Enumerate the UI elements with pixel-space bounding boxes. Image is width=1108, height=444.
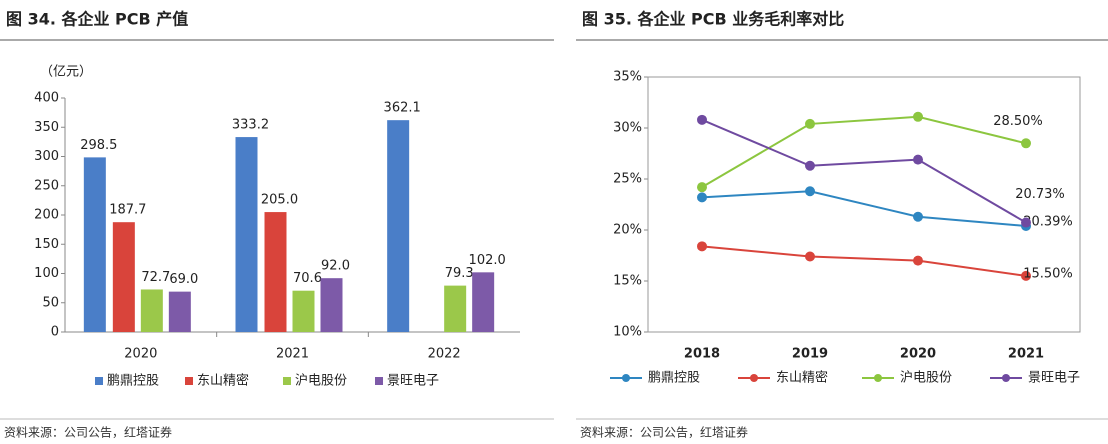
legend-swatch: [375, 377, 383, 385]
point: [1021, 270, 1031, 281]
y-tick-label: 20%: [613, 223, 642, 238]
point: [805, 118, 815, 129]
point: [805, 251, 815, 262]
y-tick-label: 100: [34, 266, 59, 281]
bar: [387, 120, 410, 332]
point: [697, 182, 707, 193]
x-tick-label: 2020: [124, 347, 157, 362]
point: [697, 241, 707, 252]
chart-title: 图 34. 各企业 PCB 产值: [6, 10, 188, 29]
legend-marker: [622, 374, 630, 382]
bar: [292, 290, 315, 332]
point: [805, 186, 815, 197]
legend-marker: [750, 374, 758, 382]
y-tick-label: 200: [34, 208, 59, 223]
point: [913, 154, 923, 165]
x-tick-label: 2018: [684, 347, 720, 362]
y-tick-label: 25%: [613, 172, 642, 187]
point: [1021, 217, 1031, 228]
bar: [472, 272, 495, 332]
unit-label: （亿元）: [40, 65, 92, 80]
y-tick-label: 50: [42, 295, 59, 310]
point: [697, 192, 707, 203]
legend-label: 鹏鼎控股: [107, 374, 159, 389]
data-label: 79.3: [445, 266, 474, 281]
y-tick-label: 400: [34, 91, 59, 106]
data-label: 20.73%: [1015, 187, 1065, 202]
legend-marker: [1002, 374, 1010, 382]
line: [701, 190, 1027, 228]
line: [701, 115, 1027, 189]
legend-label: 沪电股份: [295, 373, 347, 389]
data-label: 362.1: [384, 101, 421, 116]
legend-label: 沪电股份: [900, 370, 952, 386]
legend-label: 鹏鼎控股: [648, 371, 700, 386]
bar: [235, 137, 258, 332]
y-tick-label: 35%: [613, 70, 642, 85]
line: [701, 245, 1027, 277]
y-tick-label: 0: [51, 325, 59, 340]
legend-label: 东山精密: [776, 370, 828, 386]
bar: [320, 278, 343, 332]
legend-label: 景旺电子: [387, 374, 439, 389]
legend-marker: [874, 374, 882, 382]
x-tick-label: 2021: [1008, 347, 1044, 362]
legend-swatch: [185, 377, 193, 385]
data-label: 28.50%: [993, 114, 1043, 129]
point: [1021, 138, 1031, 149]
data-label: 15.50%: [1023, 266, 1073, 281]
line: [701, 118, 1027, 224]
y-tick-label: 300: [34, 149, 59, 164]
point: [913, 255, 923, 266]
x-tick-label: 2019: [792, 347, 828, 362]
data-label: 69.0: [169, 272, 198, 287]
data-label: 187.7: [109, 203, 146, 218]
x-tick-label: 2020: [900, 347, 936, 362]
data-label: 92.0: [321, 259, 350, 274]
bar: [112, 222, 135, 332]
y-tick-label: 30%: [613, 121, 642, 136]
bar: [168, 291, 191, 332]
point: [805, 160, 815, 171]
legend-swatch: [95, 377, 103, 385]
legend-label: 东山精密: [197, 373, 249, 389]
x-tick-label: 2022: [428, 347, 461, 362]
legend-label: 景旺电子: [1028, 371, 1080, 386]
data-label: 333.2: [232, 118, 269, 133]
y-tick-label: 150: [34, 237, 59, 252]
bar: [83, 157, 106, 332]
data-label: 70.6: [293, 271, 322, 286]
data-label: 20.39%: [1023, 215, 1073, 230]
chart-title: 图 35. 各企业 PCB 业务毛利率对比: [582, 10, 844, 29]
point: [913, 211, 923, 222]
bar: [140, 289, 163, 332]
bar: [264, 212, 287, 332]
y-tick-label: 250: [34, 178, 59, 193]
data-label: 298.5: [80, 138, 117, 153]
legend-swatch: [283, 377, 291, 385]
y-tick-label: 350: [34, 120, 59, 135]
bar: [444, 285, 467, 332]
y-tick-label: 15%: [613, 274, 642, 289]
source: 资料来源：公司公告，红塔证券: [580, 425, 748, 440]
data-label: 72.7: [141, 270, 170, 285]
point: [913, 111, 923, 122]
data-label: 102.0: [469, 253, 506, 268]
x-tick-label: 2021: [276, 347, 309, 362]
point: [697, 114, 707, 125]
data-label: 205.0: [261, 193, 298, 208]
y-tick-label: 10%: [613, 325, 642, 340]
source: 资料来源：公司公告，红塔证券: [4, 425, 172, 440]
plot-frame: [647, 76, 1081, 333]
